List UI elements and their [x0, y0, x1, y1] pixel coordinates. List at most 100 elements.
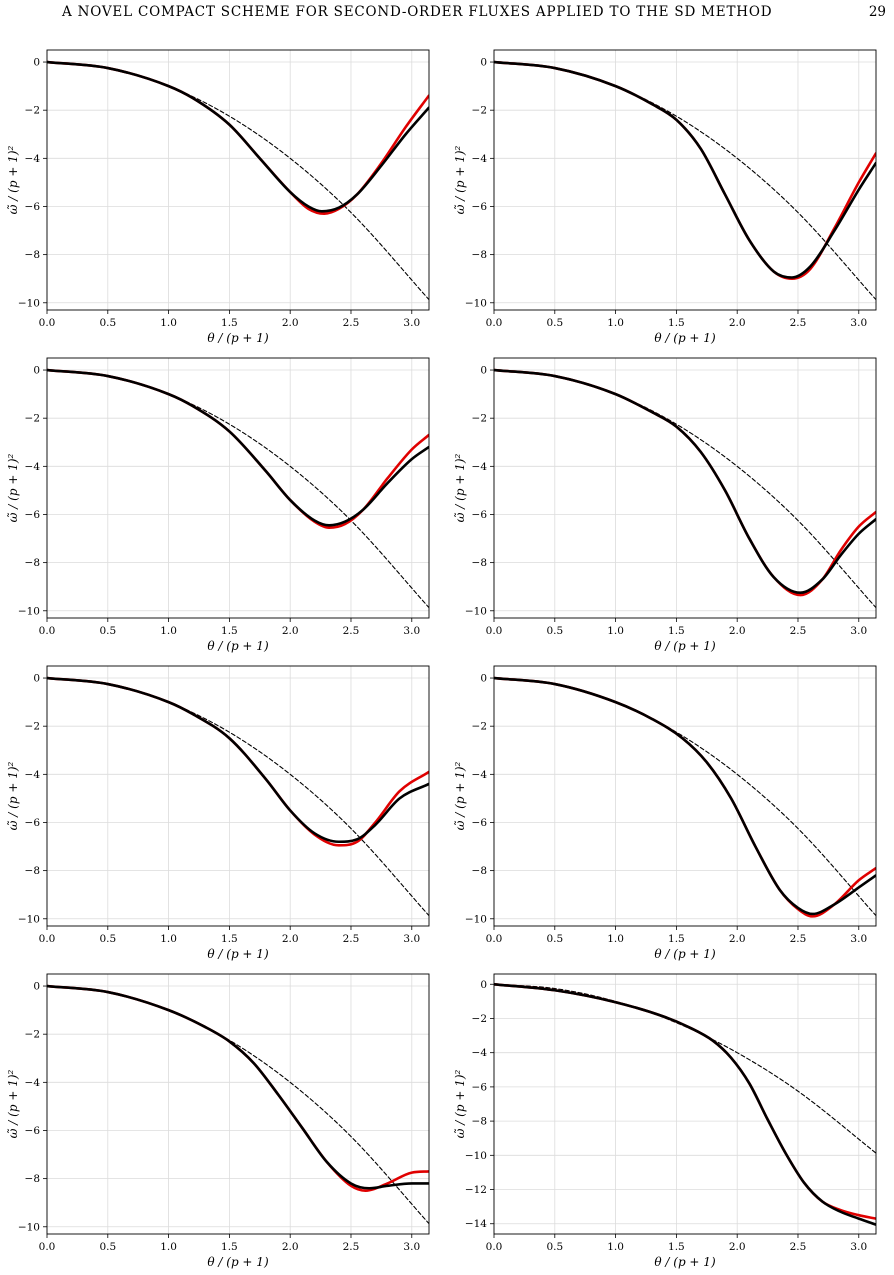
y-tick-label: −8 [472, 249, 487, 261]
y-tick-label: −14 [465, 1218, 487, 1230]
x-tick-label: 0.5 [99, 625, 116, 637]
x-tick-label: 2.5 [790, 1241, 807, 1253]
red-series-curve [494, 60, 876, 280]
black-series-curve [494, 982, 876, 1226]
x-tick-label: 0.5 [546, 1241, 563, 1253]
y-tick-label: −4 [25, 461, 41, 473]
chart-panel-8: 0.0 0.5 1.0 1.5 2.0 2.5 3.0 0 −2 −4 −6 −8 −10 −12 −14 θ… [453, 973, 877, 1269]
y-tick-label: −10 [18, 605, 40, 617]
y-tick-label: −8 [472, 1116, 487, 1128]
y-tick-label: −10 [18, 1221, 40, 1233]
x-axis-label: θ / (p + 1) [207, 639, 269, 653]
x-tick-label: 2.5 [790, 317, 807, 329]
x-tick-label: 2.5 [343, 625, 360, 637]
black-series-curve [47, 368, 429, 527]
chart-panel-1: 0.0 0.5 1.0 1.5 2.0 2.5 3.0 0 −2 −4 −6 −8 −10 θ / (p … [6, 49, 430, 345]
exact-curve [494, 983, 876, 1154]
x-tick-label: 1.0 [607, 1241, 624, 1253]
x-tick-label: 3.0 [850, 317, 867, 329]
x-tick-label: 2.5 [790, 933, 807, 945]
red-series-curve [494, 676, 876, 918]
y-tick-label: −8 [25, 1173, 40, 1185]
red-series-curve [47, 984, 429, 1192]
x-tick-label: 0.5 [99, 317, 116, 329]
y-tick-label: 0 [480, 673, 487, 685]
y-tick-label: −4 [472, 1047, 488, 1059]
y-axis-label: ω̃ / (p + 1)² [6, 454, 20, 523]
axes-frame [46, 357, 430, 619]
black-series-curve [494, 676, 876, 916]
x-tick-label: 0.0 [39, 933, 56, 945]
y-tick-label: −6 [472, 201, 488, 213]
axes-frame [493, 357, 877, 619]
x-tick-label: 0.0 [39, 625, 56, 637]
x-tick-label: 3.0 [850, 1241, 867, 1253]
chart-panel-3: 0.0 0.5 1.0 1.5 2.0 2.5 3.0 0 −2 −4 −6 −8 −10 θ / (p … [6, 357, 430, 653]
exact-curve [494, 61, 876, 301]
y-tick-label: −4 [25, 153, 41, 165]
chart-panel-5: 0.0 0.5 1.0 1.5 2.0 2.5 3.0 0 −2 −4 −6 −8 −10 θ / (p … [6, 665, 430, 961]
chart-panel-4: 0.0 0.5 1.0 1.5 2.0 2.5 3.0 0 −2 −4 −6 −8 −10 θ / (p … [453, 357, 877, 653]
y-axis-label: ω̃ / (p + 1)² [6, 1070, 20, 1139]
red-series-curve [47, 60, 429, 215]
x-tick-label: 3.0 [403, 933, 420, 945]
exact-curve [47, 369, 429, 609]
y-tick-label: −2 [472, 1013, 487, 1025]
y-tick-label: −8 [472, 865, 487, 877]
exact-curve [494, 677, 876, 917]
y-tick-label: −4 [25, 1077, 41, 1089]
x-tick-label: 3.0 [850, 933, 867, 945]
x-tick-label: 1.5 [668, 625, 685, 637]
x-tick-label: 3.0 [403, 625, 420, 637]
y-axis-label: ω̃ / (p + 1)² [453, 146, 467, 215]
x-tick-label: 0.0 [39, 317, 56, 329]
x-tick-label: 3.0 [403, 317, 420, 329]
y-tick-label: −6 [25, 201, 41, 213]
x-tick-label: 2.0 [729, 933, 746, 945]
x-tick-label: 2.0 [282, 317, 299, 329]
x-tick-label: 3.0 [403, 1241, 420, 1253]
x-tick-label: 2.5 [790, 625, 807, 637]
chart-panel-2: 0.0 0.5 1.0 1.5 2.0 2.5 3.0 0 −2 −4 −6 −8 −10 θ / (p … [453, 49, 877, 345]
y-tick-label: −8 [472, 557, 487, 569]
y-tick-label: 0 [480, 57, 487, 69]
x-tick-label: 2.0 [729, 317, 746, 329]
y-tick-label: −2 [472, 413, 487, 425]
x-tick-label: 1.0 [160, 317, 177, 329]
black-series-curve [47, 984, 429, 1190]
x-axis-label: θ / (p + 1) [207, 331, 269, 345]
y-tick-label: −10 [465, 1150, 487, 1162]
black-series-curve [494, 60, 876, 279]
black-series-curve [47, 60, 429, 213]
axes-frame [46, 665, 430, 927]
x-tick-label: 2.5 [343, 317, 360, 329]
y-tick-label: −4 [472, 461, 488, 473]
x-tick-label: 2.0 [729, 1241, 746, 1253]
x-axis-label: θ / (p + 1) [654, 1255, 716, 1269]
red-series-curve [494, 982, 876, 1220]
running-header: A NOVEL COMPACT SCHEME FOR SECOND-ORDER … [0, 0, 894, 30]
y-axis-label: ω̃ / (p + 1)² [6, 762, 20, 831]
y-tick-label: −8 [25, 865, 40, 877]
y-tick-label: −8 [25, 557, 40, 569]
axes-frame [493, 973, 877, 1235]
x-tick-label: 0.0 [486, 625, 503, 637]
x-tick-label: 1.5 [221, 317, 238, 329]
red-series-curve [47, 368, 429, 530]
x-tick-label: 2.0 [282, 1241, 299, 1253]
y-tick-label: −2 [472, 105, 487, 117]
y-axis-label: ω̃ / (p + 1)² [453, 454, 467, 523]
y-tick-label: −2 [25, 105, 40, 117]
red-series-curve [494, 368, 876, 597]
y-tick-label: 0 [33, 365, 40, 377]
y-tick-label: −6 [472, 1081, 488, 1093]
x-tick-label: 0.5 [546, 625, 563, 637]
y-tick-label: −10 [465, 913, 487, 925]
x-axis-label: θ / (p + 1) [654, 639, 716, 653]
x-tick-label: 1.0 [160, 933, 177, 945]
red-series-curve [47, 676, 429, 847]
x-tick-label: 0.0 [486, 933, 503, 945]
y-tick-label: −2 [25, 413, 40, 425]
y-tick-label: 0 [33, 673, 40, 685]
chart-panel-6: 0.0 0.5 1.0 1.5 2.0 2.5 3.0 0 −2 −4 −6 −8 −10 θ / (p … [453, 665, 877, 961]
